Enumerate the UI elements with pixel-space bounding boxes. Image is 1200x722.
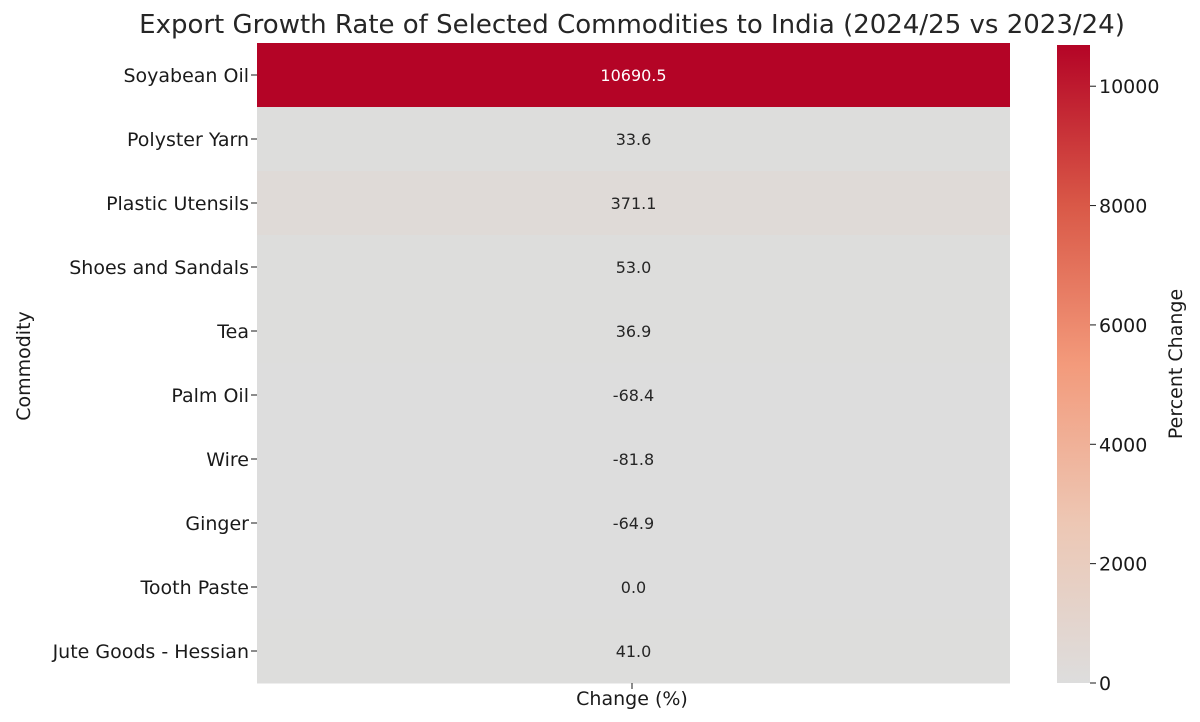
cell-value-label: 371.1 (611, 194, 657, 213)
heatmap-cell (257, 363, 1010, 428)
y-tick-label: Palm Oil (171, 385, 249, 407)
x-axis-label: Change (%) (576, 688, 688, 710)
colorbar-tick-label: 10000 (1099, 76, 1159, 98)
heatmap-cell (257, 107, 1010, 172)
colorbar (1057, 45, 1090, 683)
cell-value-label: 0.0 (621, 578, 646, 597)
y-tick-label: Wire (206, 449, 249, 471)
colorbar-tick-label: 4000 (1099, 434, 1147, 456)
y-axis-ticks: Soyabean Oil Polyster Yarn Plastic Utensil… (52, 65, 257, 663)
cell-value-label: -81.8 (613, 450, 654, 469)
heatmap-cell (257, 427, 1010, 492)
heatmap-cell (257, 555, 1010, 620)
cell-value-label: 36.9 (616, 322, 652, 341)
colorbar-ticks: 0 2000 4000 6000 8000 10000 (1090, 76, 1159, 695)
colorbar-label: Percent Change (1165, 289, 1187, 439)
y-tick-label: Tea (216, 321, 249, 343)
cell-value-label: 33.6 (616, 130, 652, 149)
heatmap-cell (257, 235, 1010, 300)
y-tick-label: Ginger (185, 513, 249, 535)
y-tick-label: Plastic Utensils (106, 193, 249, 215)
cell-value-label: 41.0 (616, 642, 652, 661)
chart-title: Export Growth Rate of Selected Commoditi… (139, 10, 1125, 40)
cell-value-label: 10690.5 (600, 66, 666, 85)
heatmap-cell (257, 619, 1010, 684)
colorbar-tick-label: 2000 (1099, 554, 1147, 576)
colorbar-tick-label: 8000 (1099, 196, 1147, 218)
cell-value-label: 53.0 (616, 258, 652, 277)
cell-value-label: -68.4 (613, 386, 654, 405)
heatmap-cell (257, 43, 1010, 108)
y-axis-label: Commodity (13, 311, 35, 421)
colorbar-tick-label: 6000 (1099, 315, 1147, 337)
y-tick-label: Polyster Yarn (127, 129, 249, 151)
heatmap-cell (257, 299, 1010, 364)
cell-value-label: -64.9 (613, 514, 654, 533)
y-tick-label: Jute Goods - Hessian (52, 641, 249, 663)
colorbar-tick-label: 0 (1099, 673, 1111, 695)
heatmap-cell (257, 491, 1010, 556)
y-tick-label: Shoes and Sandals (69, 257, 249, 279)
y-tick-label: Soyabean Oil (123, 65, 249, 87)
heatmap-cell (257, 171, 1010, 236)
heatmap-cells: 10690.5 33.6 371.1 53.0 36.9 -68.4 -81.8 -64.9 0… (257, 43, 1010, 684)
y-tick-label: Tooth Paste (140, 577, 249, 599)
